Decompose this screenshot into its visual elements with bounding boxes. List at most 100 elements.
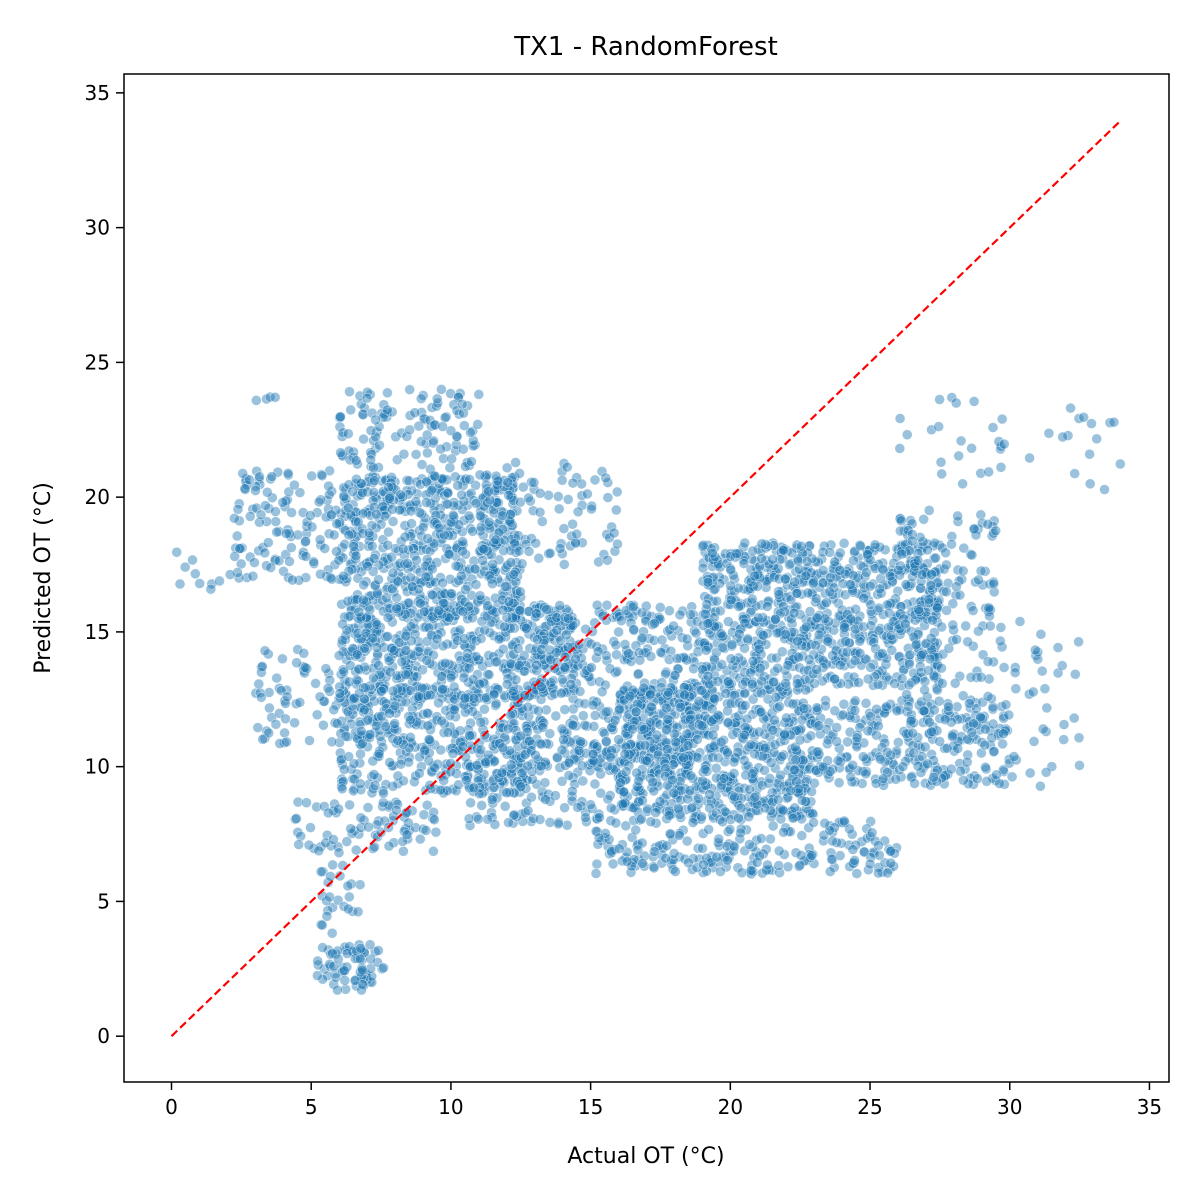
data-point	[349, 975, 361, 986]
data-point	[696, 685, 707, 696]
data-point	[369, 780, 381, 791]
data-point	[472, 419, 484, 430]
data-point	[1084, 478, 1096, 490]
data-point	[442, 487, 454, 499]
data-point	[400, 807, 412, 819]
data-point	[514, 750, 526, 762]
data-point	[350, 455, 362, 466]
data-point	[966, 549, 978, 561]
data-point	[728, 768, 740, 779]
data-point	[388, 645, 400, 656]
data-point	[847, 759, 859, 771]
data-point	[313, 496, 325, 508]
data-point	[334, 870, 346, 882]
data-point	[339, 538, 351, 550]
data-point	[947, 619, 959, 631]
data-point	[892, 564, 904, 576]
data-point	[700, 644, 712, 656]
data-points	[171, 384, 1126, 996]
data-point	[654, 602, 666, 613]
data-point	[512, 643, 524, 654]
data-point	[610, 504, 622, 516]
data-point	[692, 734, 703, 745]
data-point	[539, 777, 551, 789]
data-point	[765, 833, 776, 845]
data-point	[257, 661, 268, 672]
data-point	[190, 568, 201, 580]
data-point	[447, 509, 459, 521]
data-point	[442, 727, 454, 738]
data-point	[612, 538, 623, 550]
data-point	[418, 809, 430, 821]
data-point	[613, 843, 625, 854]
data-point	[713, 833, 725, 845]
data-point	[520, 622, 532, 634]
data-point	[474, 469, 486, 481]
data-point	[789, 802, 801, 814]
data-point	[277, 653, 288, 665]
data-point	[452, 480, 464, 491]
data-point	[648, 846, 660, 857]
data-point	[458, 633, 470, 644]
data-point	[397, 543, 409, 555]
data-point	[291, 657, 302, 669]
data-point	[475, 716, 487, 728]
data-point	[638, 723, 650, 735]
data-point	[396, 754, 408, 766]
data-point	[923, 594, 935, 605]
data-point	[745, 865, 757, 876]
data-point	[669, 670, 681, 681]
data-point	[637, 795, 648, 807]
data-point	[352, 906, 364, 918]
data-point	[982, 656, 994, 667]
data-point	[715, 866, 726, 877]
data-point	[344, 610, 356, 622]
data-point	[458, 407, 469, 419]
data-point	[304, 510, 316, 521]
data-point	[292, 644, 304, 655]
data-point	[358, 947, 370, 958]
data-point	[729, 841, 740, 853]
data-point	[478, 716, 490, 728]
data-point	[641, 755, 653, 767]
data-point	[772, 662, 784, 674]
data-point	[1068, 712, 1080, 724]
data-point	[435, 784, 446, 796]
data-point	[842, 736, 853, 748]
data-point	[224, 569, 236, 580]
data-point	[421, 429, 433, 441]
data-point	[592, 646, 604, 657]
data-point	[463, 813, 475, 825]
data-point	[664, 828, 676, 840]
data-point	[367, 755, 379, 767]
x-tick-label: 15	[578, 1095, 603, 1119]
data-point	[787, 812, 799, 824]
data-point	[429, 639, 441, 651]
data-point	[755, 662, 766, 674]
data-point	[1030, 644, 1041, 656]
data-point	[472, 813, 484, 825]
data-point	[351, 649, 363, 661]
data-point	[553, 503, 565, 515]
data-point	[710, 762, 722, 774]
data-point	[552, 491, 564, 502]
data-point	[586, 503, 597, 515]
data-point	[792, 635, 803, 647]
data-point	[350, 550, 362, 562]
data-point	[877, 773, 889, 785]
data-point	[560, 629, 572, 641]
data-point	[554, 543, 566, 554]
data-point	[958, 774, 969, 786]
data-point	[829, 673, 841, 685]
data-point	[1115, 458, 1126, 470]
data-point	[261, 486, 273, 498]
data-point	[587, 699, 599, 711]
y-tick-label: 0	[97, 1024, 110, 1048]
data-point	[756, 675, 768, 687]
data-point	[358, 594, 369, 606]
data-point	[1003, 709, 1015, 721]
data-point	[724, 824, 736, 835]
data-point	[461, 774, 472, 786]
data-point	[916, 569, 928, 581]
data-point	[414, 767, 425, 779]
